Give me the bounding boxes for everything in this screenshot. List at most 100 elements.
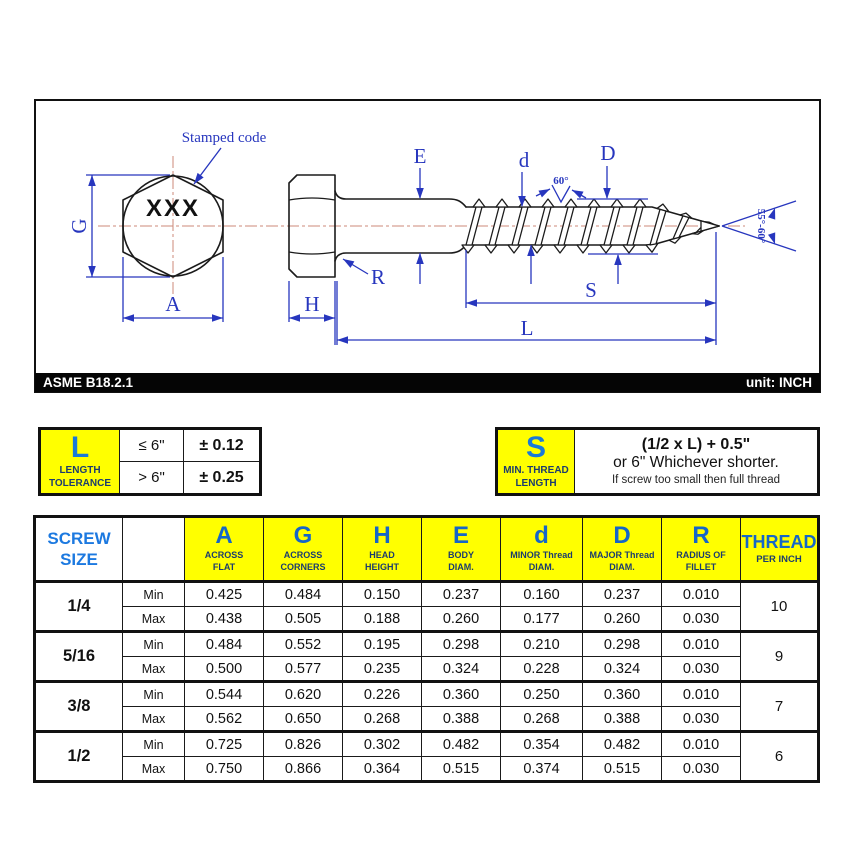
- table-row: 5/16 Min 0.484 0.552 0.195 0.298 0.210 0…: [34, 630, 819, 682]
- col-header-thread: THREAD PER INCH: [740, 516, 819, 583]
- cell: 0.515: [582, 756, 662, 782]
- cell: 0.250: [500, 680, 583, 707]
- max-label: Max: [122, 606, 185, 632]
- max-label: Max: [122, 756, 185, 782]
- cell: 0.030: [661, 706, 741, 732]
- thread-length-alt: or 6" Whichever shorter.: [613, 454, 779, 472]
- dim-label-L: L: [521, 316, 534, 340]
- cell: 0.826: [263, 730, 343, 757]
- cell: 0.374: [500, 756, 583, 782]
- cell: 0.260: [421, 606, 501, 632]
- cell: 0.500: [184, 656, 264, 682]
- dim-label-H: H: [304, 292, 319, 316]
- tolerance-value: ± 0.12: [183, 428, 261, 462]
- cell: 0.388: [421, 706, 501, 732]
- cell: 0.866: [263, 756, 343, 782]
- cell: 0.195: [342, 630, 422, 657]
- min-thread-length-box: S MIN. THREAD LENGTH (1/2 x L) + 0.5" or…: [495, 427, 820, 496]
- cell: 0.425: [184, 580, 264, 607]
- table-row: Max 0.500 0.577 0.235 0.324 0.228 0.324 …: [35, 656, 819, 682]
- cell: 0.620: [263, 680, 343, 707]
- cell: 0.298: [582, 630, 662, 657]
- min-label: Min: [122, 630, 185, 657]
- cell: 0.030: [661, 656, 741, 682]
- cell: 0.354: [500, 730, 583, 757]
- caption-line2: TOLERANCE: [48, 477, 112, 489]
- cell: 0.725: [184, 730, 264, 757]
- col-header-H: H HEAD HEIGHT: [342, 516, 422, 583]
- min-label: Min: [122, 580, 185, 607]
- col-header-A: A ACROSS FLAT: [184, 516, 264, 583]
- cell: 0.268: [500, 706, 583, 732]
- tolerance-condition: > 6": [119, 461, 184, 495]
- cell: 0.010: [661, 730, 741, 757]
- cell: 0.484: [263, 580, 343, 607]
- table-row: Max 0.438 0.505 0.188 0.260 0.177 0.260 …: [35, 606, 819, 632]
- standard-label: ASME B18.2.1: [43, 375, 134, 390]
- cell: 0.482: [421, 730, 501, 757]
- dim-label-E: E: [414, 144, 427, 168]
- cell: 0.482: [582, 730, 662, 757]
- point-angle-label: 55°-60°: [755, 209, 767, 243]
- dim-label-S: S: [585, 278, 597, 302]
- unit-label: unit: INCH: [746, 375, 812, 390]
- min-label: Min: [122, 730, 185, 757]
- table-row: Max 0.562 0.650 0.268 0.388 0.268 0.388 …: [35, 706, 819, 732]
- cell: 0.228: [500, 656, 583, 682]
- threads-per-inch: 9: [740, 630, 819, 682]
- size-5-16: 5/16: [34, 630, 123, 682]
- cell: 0.324: [582, 656, 662, 682]
- cell: 0.030: [661, 606, 741, 632]
- size-1-4: 1/4: [34, 580, 123, 632]
- cell: 0.515: [421, 756, 501, 782]
- dimension-lines: [86, 147, 797, 345]
- thread-length-formula: (1/2 x L) + 0.5": [641, 436, 751, 454]
- symbol-L: L: [70, 431, 90, 464]
- cell: 0.010: [661, 630, 741, 657]
- col-header-G: G ACROSS CORNERS: [263, 516, 343, 583]
- table-row: 3/8 Min 0.544 0.620 0.226 0.360 0.250 0.…: [34, 680, 819, 732]
- cell: 0.552: [263, 630, 343, 657]
- thread-angle-label: 60°: [553, 175, 568, 187]
- cell: 0.010: [661, 580, 741, 607]
- cell: 0.210: [500, 630, 583, 657]
- cell: 0.650: [263, 706, 343, 732]
- header-row: SCREW SIZE A ACROSS FLAT G ACROSS CORNERS …: [34, 516, 819, 583]
- corner-header: SCREW SIZE: [34, 516, 123, 583]
- cell: 0.010: [661, 680, 741, 707]
- size-1-2: 1/2: [34, 730, 123, 782]
- cell: 0.237: [421, 580, 501, 607]
- cell: 0.160: [500, 580, 583, 607]
- length-tolerance-box: L LENGTH TOLERANCE ≤ 6" ± 0.12 > 6" ± 0.…: [38, 427, 262, 496]
- table-row: 1/4 Min 0.425 0.484 0.150 0.237 0.160 0.…: [34, 580, 819, 632]
- min-thread-symbol-cell: S MIN. THREAD LENGTH: [496, 428, 575, 495]
- caption-line2: LENGTH: [515, 477, 557, 489]
- title-bar: [35, 373, 820, 392]
- cell: 0.030: [661, 756, 741, 782]
- dim-label-d: d: [519, 148, 530, 172]
- cell: 0.505: [263, 606, 343, 632]
- cell: 0.388: [582, 706, 662, 732]
- max-label: Max: [122, 656, 185, 682]
- cell: 0.484: [184, 630, 264, 657]
- min-thread-rule-cell: (1/2 x L) + 0.5" or 6" Whichever shorter…: [574, 428, 819, 495]
- table-row: Max 0.750 0.866 0.364 0.515 0.374 0.515 …: [35, 756, 819, 782]
- caption-line1: LENGTH: [59, 465, 101, 476]
- tolerance-condition: ≤ 6": [119, 428, 184, 462]
- size-3-8: 3/8: [34, 680, 123, 732]
- max-label: Max: [122, 706, 185, 732]
- stamped-code-label: Stamped code: [182, 130, 267, 146]
- cell: 0.188: [342, 606, 422, 632]
- col-header-d: d MINOR Thread DIAM.: [500, 516, 583, 583]
- cell: 0.562: [184, 706, 264, 732]
- thread-flights: [461, 198, 720, 254]
- spec-table: SCREW SIZE A ACROSS FLAT G ACROSS CORNERS …: [33, 515, 820, 783]
- cell: 0.438: [184, 606, 264, 632]
- cell: 0.237: [582, 580, 662, 607]
- dimension-arrowheads: [88, 172, 776, 344]
- cell: 0.360: [582, 680, 662, 707]
- cell: 0.544: [184, 680, 264, 707]
- tolerance-value: ± 0.25: [183, 461, 261, 495]
- cell: 0.360: [421, 680, 501, 707]
